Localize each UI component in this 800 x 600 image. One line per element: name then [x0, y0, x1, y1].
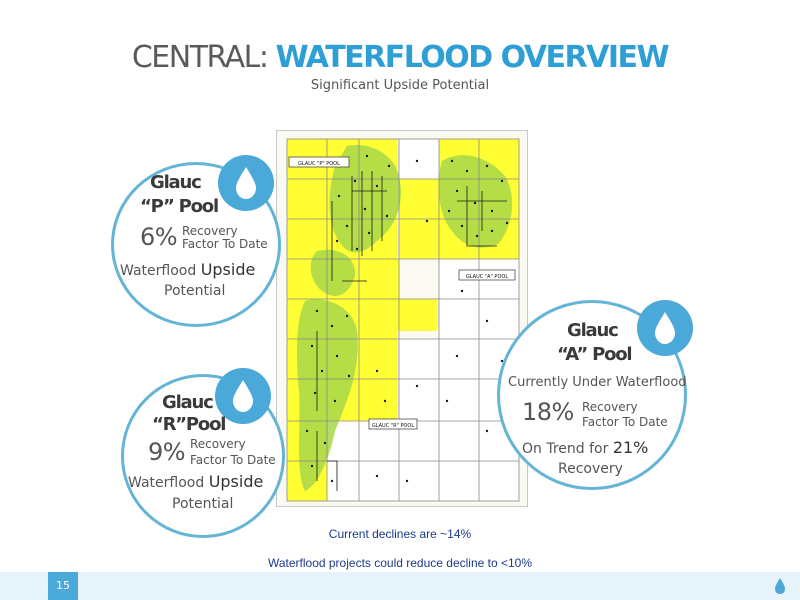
pool-labels: GLAUC "P" POOL GLAUC "A" POOL GLAUC "R" …: [288, 156, 516, 430]
a-pool-map-label: GLAUC "A" POOL: [466, 274, 508, 280]
a-pool-trend-line: On Trend for 21%: [522, 438, 648, 457]
section-grid: [286, 138, 520, 502]
p-pool-potential: Potential: [164, 283, 226, 299]
water-drop-icon: [637, 300, 693, 356]
p-pool-upside-line: Waterflood Upside: [120, 260, 255, 279]
p-pool-upside-word1: Waterflood: [120, 263, 197, 279]
title-prefix: CENTRAL:: [131, 40, 269, 75]
p-pool-recovery-label-1: Recovery: [182, 224, 238, 238]
water-drop-icon: [215, 368, 271, 424]
r-pool-recovery-label-1: Recovery: [190, 437, 246, 451]
p-pool-upside-word2: Upside: [200, 260, 256, 279]
page-number: 15: [48, 572, 78, 600]
a-pool-trend-value: 21%: [612, 438, 649, 457]
a-pool-trend-text: On Trend for: [522, 441, 609, 457]
a-pool-name-line1: Glauc: [567, 320, 619, 341]
r-pool-upside-word1: Waterflood: [128, 475, 205, 491]
map-graphic: GLAUC "P" POOL GLAUC "A" POOL GLAUC "R" …: [286, 138, 520, 502]
footer-bar: [0, 572, 800, 600]
a-pool-recovery-label-1: Recovery: [582, 400, 638, 414]
a-pool-recovery-pct: 18%: [522, 398, 574, 426]
project-note: Waterflood projects could reduce decline…: [267, 556, 533, 570]
p-pool-map-label: GLAUC "P" POOL: [298, 161, 340, 167]
a-pool-recovery-label-2: Factor To Date: [582, 415, 668, 429]
r-pool-recovery-pct: 9%: [148, 438, 186, 466]
page-title: CENTRAL: WATERFLOOD OVERVIEW: [0, 38, 800, 78]
page-subtitle: Significant Upside Potential: [310, 78, 490, 93]
p-pool-recovery-label-2: Factor To Date: [182, 237, 268, 251]
p-pool-name-line1: Glauc: [150, 172, 202, 193]
p-pool-name-line2: “P” Pool: [140, 196, 219, 217]
a-pool-status: Currently Under Waterflood: [508, 375, 687, 390]
a-pool-trend-recovery: Recovery: [558, 461, 623, 477]
r-pool-potential: Potential: [172, 496, 234, 512]
water-drop-icon: [773, 577, 787, 599]
waterflood-map: GLAUC "P" POOL GLAUC "A" POOL GLAUC "R" …: [276, 130, 528, 507]
a-pool-name-line2: “A” Pool: [557, 344, 633, 365]
r-pool-map-label: GLAUC "R" POOL: [372, 423, 414, 429]
r-pool-upside-line: Waterflood Upside: [128, 472, 263, 491]
title-main: WATERFLOOD OVERVIEW: [275, 40, 670, 75]
r-pool-recovery-label-2: Factor To Date: [190, 453, 276, 467]
r-pool-name-line2: “R”Pool: [152, 414, 226, 435]
p-pool-recovery-pct: 6%: [140, 223, 178, 251]
r-pool-name-line1: Glauc: [162, 392, 214, 413]
water-drop-icon: [218, 155, 274, 211]
pipelines: [316, 171, 507, 491]
decline-note: Current declines are ~14%: [328, 527, 472, 541]
r-pool-upside-word2: Upside: [208, 472, 264, 491]
